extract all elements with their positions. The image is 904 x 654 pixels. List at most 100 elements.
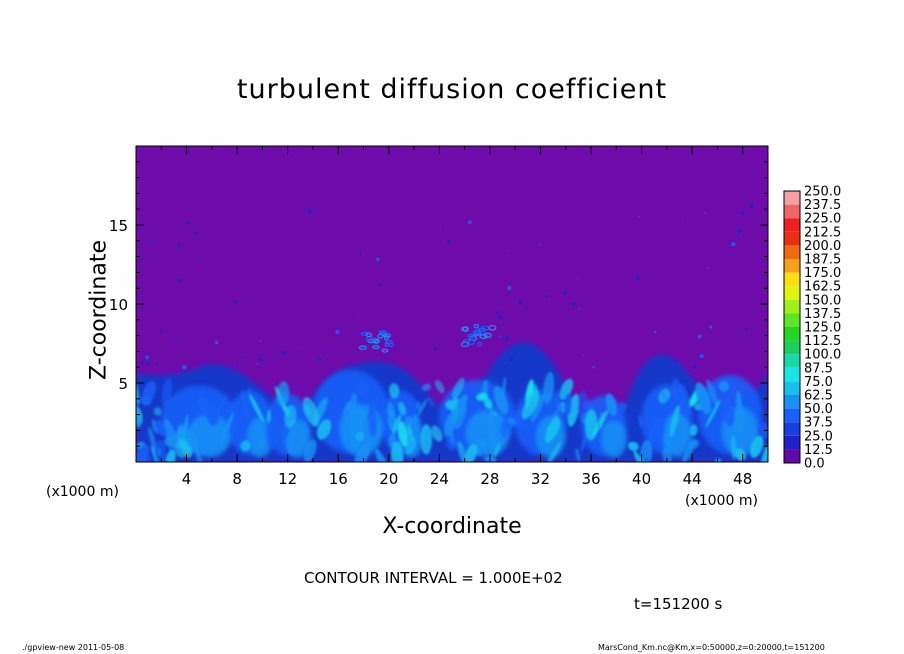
eddy-aloft: [504, 336, 509, 341]
x-tick-label: 32: [531, 470, 550, 488]
colorbar-label: 237.5: [804, 198, 841, 213]
colorbar-label: 200.0: [804, 239, 841, 254]
eddy-aloft: [240, 356, 243, 359]
eddy: [575, 448, 581, 462]
eddy-cluster: [479, 334, 488, 339]
eddy: [545, 416, 561, 443]
plume-inner: [601, 420, 627, 458]
eddy: [317, 419, 332, 440]
eddy-aloft: [486, 350, 490, 354]
eddy: [404, 416, 413, 426]
eddy-cluster: [477, 341, 483, 347]
colorbar-label: 112.5: [804, 334, 841, 349]
eddy-cluster: [383, 333, 391, 338]
eddy: [184, 428, 199, 452]
turbulent-layer: [136, 202, 768, 462]
eddy: [618, 402, 628, 409]
eddy-aloft: [438, 238, 441, 241]
x-tick-label: 20: [379, 470, 398, 488]
colorbar-swatch: [784, 422, 800, 436]
eddy-aloft: [731, 242, 736, 247]
eddy-aloft: [383, 247, 386, 250]
eddy-aloft: [140, 360, 146, 365]
eddy: [279, 423, 289, 440]
eddy-aloft: [538, 243, 541, 246]
eddy-cluster: [358, 345, 368, 350]
eddy: [162, 377, 173, 408]
eddy-aloft: [638, 215, 641, 218]
colorbar-label: 162.5: [804, 280, 841, 295]
eddy: [257, 439, 265, 448]
eddy-aloft: [233, 300, 238, 304]
eddy: [151, 419, 158, 434]
eddy-aloft: [156, 363, 159, 366]
eddy-aloft: [741, 211, 746, 216]
colorbar-label: 62.5: [804, 389, 833, 404]
eddy: [397, 421, 408, 447]
footer-left: ./gpview-new 2011-05-08: [22, 643, 125, 652]
eddy: [507, 418, 516, 425]
eddy: [421, 383, 432, 391]
eddy: [563, 393, 572, 417]
eddy-aloft: [335, 330, 340, 335]
plume-inner: [187, 414, 231, 457]
colorbar-label: 37.5: [804, 416, 833, 431]
eddy: [760, 444, 768, 462]
eddy: [530, 393, 545, 423]
eddy-aloft: [510, 252, 513, 255]
eddy-aloft: [737, 228, 743, 233]
colorbar-swatch: [784, 395, 800, 409]
eddy-aloft: [692, 365, 697, 369]
eddy-aloft: [149, 239, 153, 243]
y-tick-label: 5: [118, 375, 128, 393]
eddy-aloft: [177, 243, 181, 248]
eddy: [677, 383, 691, 417]
eddy-cluster: [460, 341, 470, 347]
eddy-aloft: [706, 266, 709, 269]
eddy: [454, 404, 468, 430]
y-ticks: 5 10 15: [109, 161, 768, 447]
eddy: [434, 379, 445, 394]
footer-right: MarsCond_Km.nc@Km,x=0:50000,z=0:20000,t=…: [598, 643, 825, 652]
eddy: [349, 409, 366, 437]
eddy: [407, 424, 414, 442]
colorbar-label: 250.0: [804, 185, 841, 200]
x-tick-label: 36: [581, 470, 600, 488]
eddy: [649, 417, 664, 443]
time-label: t=151200 s: [634, 595, 723, 613]
eddy-cluster: [378, 330, 387, 334]
eddy: [638, 415, 644, 428]
x-tick-label: 8: [232, 470, 242, 488]
eddy-aloft: [509, 358, 514, 362]
eddy: [695, 382, 712, 415]
eddy: [605, 393, 617, 417]
eddy: [681, 439, 696, 462]
eddy-aloft: [550, 320, 553, 323]
eddy-aloft: [359, 251, 363, 255]
eddy: [721, 396, 735, 427]
colorbar-label: 12.5: [804, 443, 833, 458]
eddy: [197, 396, 211, 418]
eddy: [420, 424, 433, 455]
eddy: [154, 440, 167, 462]
eddy: [545, 441, 562, 462]
eddy-aloft: [674, 360, 677, 363]
eddy: [664, 435, 670, 447]
eddy-aloft: [446, 239, 451, 244]
eddy-aloft: [697, 334, 702, 339]
eddy: [388, 383, 400, 399]
eddy: [163, 419, 178, 450]
eddy: [633, 450, 646, 462]
eddy: [284, 404, 297, 428]
eddy-aloft: [214, 340, 219, 345]
eddy-aloft: [571, 301, 577, 307]
colorbar-swatch: [784, 381, 800, 395]
eddy-aloft: [737, 238, 740, 241]
eddy: [521, 390, 540, 419]
plume-inner: [662, 413, 692, 457]
eddy: [749, 435, 764, 458]
eddy: [177, 423, 187, 445]
eddy: [195, 447, 204, 462]
colorbar-swatch: [784, 286, 800, 300]
colorbar-swatch: [784, 231, 800, 246]
